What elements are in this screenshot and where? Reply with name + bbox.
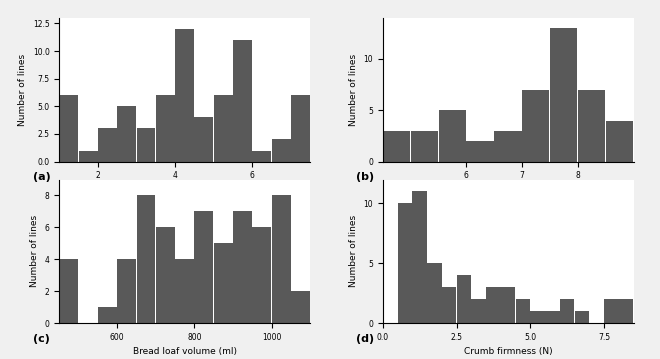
Bar [233, 211, 252, 323]
Bar [98, 307, 117, 323]
Bar [79, 150, 98, 162]
Bar [291, 291, 310, 323]
Bar [604, 299, 618, 323]
Bar [252, 150, 271, 162]
Bar [117, 259, 136, 323]
Bar [175, 29, 194, 162]
Bar [412, 191, 427, 323]
Bar [156, 227, 175, 323]
Bar [59, 95, 79, 162]
Bar [522, 90, 549, 162]
Bar [214, 95, 232, 162]
Bar [195, 211, 213, 323]
Bar [252, 227, 271, 323]
Bar [411, 131, 438, 162]
Bar [98, 129, 117, 162]
Bar [578, 90, 605, 162]
Bar [427, 263, 442, 323]
Bar [471, 299, 486, 323]
Bar [531, 311, 544, 323]
Bar [156, 95, 175, 162]
Text: (d): (d) [356, 334, 374, 344]
Bar [383, 131, 410, 162]
X-axis label: Mixograph mixing time (min): Mixograph mixing time (min) [119, 186, 251, 195]
Bar [397, 204, 412, 323]
Bar [442, 287, 456, 323]
Bar [137, 129, 156, 162]
Bar [560, 299, 574, 323]
Bar [515, 299, 530, 323]
Text: (c): (c) [33, 334, 50, 344]
Bar [606, 121, 633, 162]
Text: (a): (a) [33, 172, 51, 182]
Bar [545, 311, 560, 323]
Bar [214, 243, 232, 323]
Text: (b): (b) [356, 172, 374, 182]
X-axis label: Crumb firmness (N): Crumb firmness (N) [464, 348, 552, 356]
Bar [619, 299, 634, 323]
Bar [457, 275, 471, 323]
Bar [501, 287, 515, 323]
Y-axis label: Number of lines: Number of lines [349, 54, 358, 126]
Bar [550, 28, 578, 162]
Bar [575, 311, 589, 323]
Y-axis label: Number of lines: Number of lines [30, 215, 39, 287]
Bar [467, 141, 494, 162]
Bar [494, 131, 521, 162]
Y-axis label: Number of lines: Number of lines [18, 54, 27, 126]
Bar [291, 95, 310, 162]
Y-axis label: Number of lines: Number of lines [349, 215, 358, 287]
Bar [137, 195, 156, 323]
Bar [59, 259, 79, 323]
Bar [486, 287, 500, 323]
Bar [117, 106, 136, 162]
X-axis label: Bread loaf volume (ml): Bread loaf volume (ml) [133, 348, 237, 356]
Bar [272, 195, 290, 323]
Bar [195, 117, 213, 162]
Bar [272, 139, 290, 162]
X-axis label: Dough development height (cm): Dough development height (cm) [434, 186, 582, 195]
Bar [438, 110, 466, 162]
Bar [175, 259, 194, 323]
Bar [233, 40, 252, 162]
Bar [310, 117, 329, 162]
